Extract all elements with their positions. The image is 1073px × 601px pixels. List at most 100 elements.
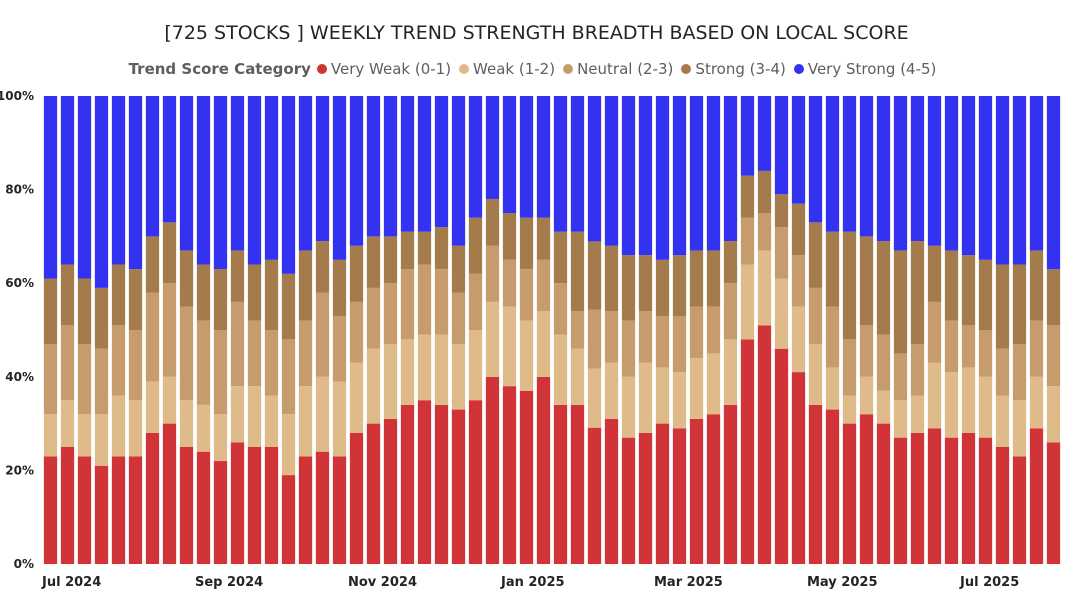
bar-segment[interactable] — [502, 386, 517, 564]
bar-segment[interactable] — [1029, 428, 1044, 564]
bar-segment[interactable] — [43, 414, 58, 457]
bar-segment[interactable] — [366, 236, 381, 288]
bar-segment[interactable] — [1046, 96, 1061, 270]
bar-segment[interactable] — [502, 259, 517, 307]
bar-segment[interactable] — [723, 283, 738, 340]
bar-segment[interactable] — [842, 96, 857, 232]
bar-segment[interactable] — [927, 245, 942, 302]
bar-segment[interactable] — [179, 447, 194, 564]
bar-segment[interactable] — [774, 194, 789, 228]
bar-segment[interactable] — [196, 320, 211, 405]
bar-segment[interactable] — [706, 414, 721, 564]
bar-segment[interactable] — [43, 344, 58, 415]
bar-segment[interactable] — [519, 390, 534, 564]
bar-segment[interactable] — [876, 96, 891, 242]
bar-segment[interactable] — [825, 231, 840, 307]
bar-segment[interactable] — [842, 231, 857, 340]
bar-segment[interactable] — [468, 217, 483, 274]
bar-segment[interactable] — [366, 287, 381, 349]
bar-segment[interactable] — [536, 376, 551, 564]
bar-segment[interactable] — [264, 96, 279, 260]
bar-segment[interactable] — [842, 339, 857, 396]
bar-segment[interactable] — [1046, 269, 1061, 326]
bar-segment[interactable] — [723, 96, 738, 242]
bar-segment[interactable] — [893, 400, 908, 438]
bar-segment[interactable] — [162, 423, 177, 564]
bar-segment[interactable] — [77, 344, 92, 415]
bar-segment[interactable] — [978, 376, 993, 438]
bar-segment[interactable] — [213, 461, 228, 564]
bar-segment[interactable] — [196, 451, 211, 564]
bar-segment[interactable] — [927, 428, 942, 564]
bar-segment[interactable] — [111, 96, 126, 265]
bar-segment[interactable] — [672, 255, 687, 316]
bar-segment[interactable] — [978, 437, 993, 564]
bar-segment[interactable] — [723, 404, 738, 564]
bar-segment[interactable] — [434, 227, 449, 270]
bar-segment[interactable] — [298, 320, 313, 387]
bar-segment[interactable] — [247, 264, 262, 321]
bar-segment[interactable] — [162, 283, 177, 377]
bar-segment[interactable] — [740, 217, 755, 265]
bar-segment[interactable] — [128, 96, 143, 270]
bar-segment[interactable] — [247, 447, 262, 564]
bar-segment[interactable] — [638, 96, 653, 256]
bar-segment[interactable] — [689, 418, 704, 564]
bar-segment[interactable] — [978, 259, 993, 330]
bar-segment[interactable] — [230, 301, 245, 387]
bar-segment[interactable] — [230, 442, 245, 564]
bar-segment[interactable] — [944, 96, 959, 251]
bar-segment[interactable] — [400, 404, 415, 564]
bar-segment[interactable] — [621, 96, 636, 256]
bar-segment[interactable] — [553, 283, 568, 335]
bar-segment[interactable] — [808, 222, 823, 288]
bar-segment[interactable] — [706, 250, 721, 307]
bar-segment[interactable] — [213, 96, 228, 270]
bar-segment[interactable] — [179, 96, 194, 251]
bar-segment[interactable] — [621, 376, 636, 438]
bar-segment[interactable] — [349, 362, 364, 433]
bar-segment[interactable] — [961, 367, 976, 433]
bar-segment[interactable] — [757, 250, 772, 326]
bar-segment[interactable] — [587, 309, 602, 369]
bar-segment[interactable] — [400, 96, 415, 232]
bar-segment[interactable] — [196, 96, 211, 265]
bar-segment[interactable] — [332, 315, 347, 382]
bar-segment[interactable] — [485, 376, 500, 564]
bar-segment[interactable] — [434, 96, 449, 228]
bar-segment[interactable] — [859, 325, 874, 377]
bar-segment[interactable] — [519, 269, 534, 321]
bar-segment[interactable] — [621, 437, 636, 564]
bar-segment[interactable] — [366, 96, 381, 237]
bar-segment[interactable] — [859, 236, 874, 326]
bar-segment[interactable] — [519, 96, 534, 218]
bar-segment[interactable] — [961, 96, 976, 256]
bar-segment[interactable] — [587, 368, 602, 428]
bar-segment[interactable] — [366, 423, 381, 564]
bar-segment[interactable] — [808, 344, 823, 405]
bar-segment[interactable] — [502, 96, 517, 213]
bar-segment[interactable] — [706, 353, 721, 415]
bar-segment[interactable] — [349, 96, 364, 246]
bar-segment[interactable] — [621, 320, 636, 377]
bar-segment[interactable] — [94, 348, 109, 415]
bar-segment[interactable] — [1046, 325, 1061, 387]
bar-segment[interactable] — [587, 427, 602, 564]
bar-segment[interactable] — [128, 330, 143, 401]
bar-segment[interactable] — [570, 311, 585, 349]
bar-segment[interactable] — [145, 432, 160, 564]
bar-segment[interactable] — [825, 367, 840, 410]
bar-segment[interactable] — [128, 456, 143, 564]
bar-segment[interactable] — [961, 432, 976, 564]
bar-segment[interactable] — [94, 414, 109, 466]
bar-segment[interactable] — [43, 456, 58, 564]
bar-segment[interactable] — [281, 273, 296, 340]
bar-segment[interactable] — [910, 96, 925, 242]
bar-segment[interactable] — [349, 245, 364, 302]
bar-segment[interactable] — [774, 348, 789, 564]
bar-segment[interactable] — [1012, 264, 1027, 345]
bar-segment[interactable] — [1012, 344, 1027, 401]
bar-segment[interactable] — [1012, 400, 1027, 457]
bar-segment[interactable] — [536, 217, 551, 260]
bar-segment[interactable] — [842, 423, 857, 564]
